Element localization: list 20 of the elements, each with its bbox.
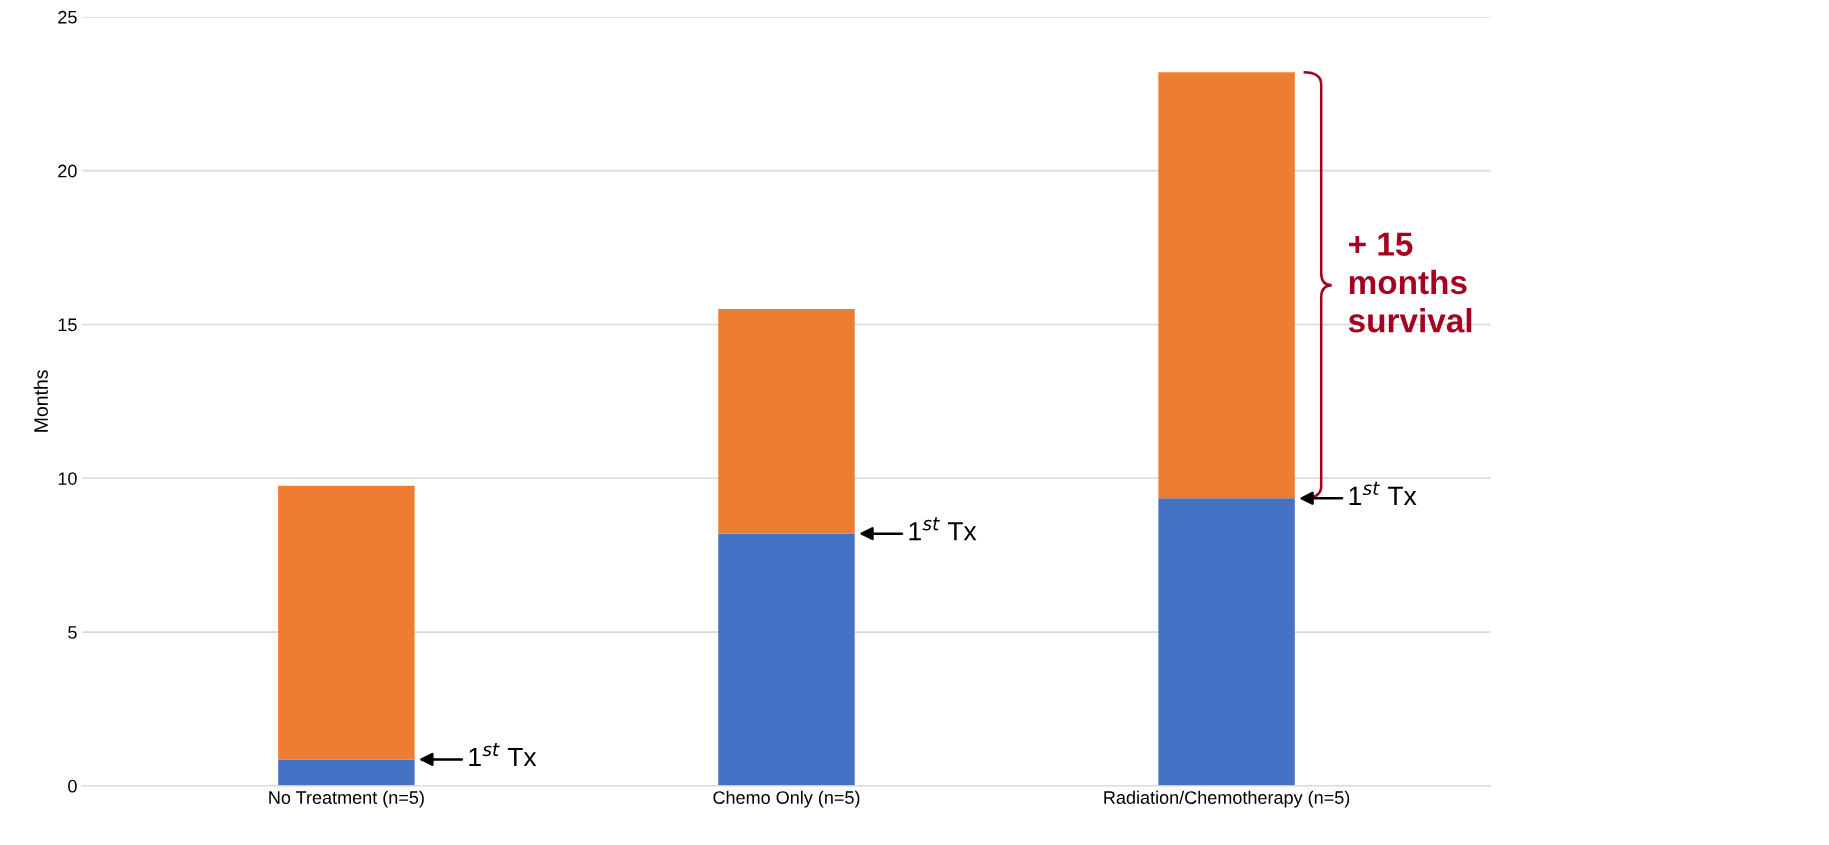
bar [718, 533, 855, 786]
y-tick-label: 5 [68, 626, 77, 639]
annotation: 1$^{st}$ Tx [469, 743, 537, 767]
y-tick-label: 0 [68, 779, 77, 793]
bar [1158, 498, 1295, 786]
annotation: 1$^{st}$ Tx [909, 517, 977, 541]
annotation: + 15 months survival [1348, 232, 1472, 333]
bar [278, 759, 415, 786]
y-tick-label: 15 [58, 318, 77, 332]
x-tick-label: Chemo Only (n=5) [713, 790, 860, 808]
y-tick-label: 25 [58, 10, 77, 24]
x-tick-label: Radiation/Chemotherapy (n=5) [1104, 790, 1350, 808]
y-axis-title: Months [33, 370, 48, 432]
y-tick-label: 10 [58, 472, 77, 485]
y-tick-label: 20 [58, 164, 77, 178]
x-tick-label: No Treatment (n=5) [269, 790, 424, 808]
annotation: 1$^{st}$ Tx [1349, 481, 1417, 505]
bar [278, 485, 415, 760]
bar [1158, 72, 1295, 499]
bar [718, 309, 855, 534]
